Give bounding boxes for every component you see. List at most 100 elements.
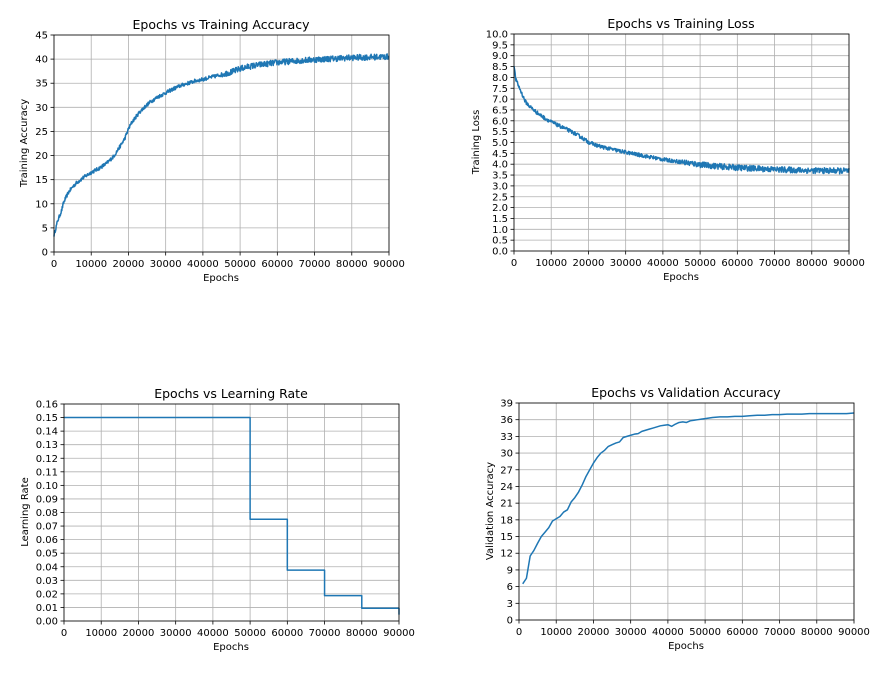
y-tick-label: 39: [500, 399, 513, 410]
y-tick-label: 5.5: [492, 127, 508, 138]
x-axis-label: Epochs: [213, 642, 249, 653]
y-tick-label: 0.10: [36, 481, 58, 492]
y-tick-label: 9: [507, 565, 513, 576]
y-axis-label: Validation Accuracy: [485, 462, 496, 560]
x-tick-label: 40000: [652, 627, 684, 638]
x-tick-label: 40000: [647, 258, 679, 269]
y-tick-label: 25: [35, 127, 48, 138]
y-tick-label: 3.0: [492, 181, 508, 192]
y-tick-label: 36: [500, 415, 513, 426]
x-tick-label: 40000: [187, 259, 219, 270]
x-tick-label: 20000: [123, 628, 155, 639]
x-tick-label: 60000: [261, 259, 293, 270]
x-tick-label: 0: [516, 627, 522, 638]
y-tick-label: 0.05: [36, 549, 58, 560]
x-tick-label: 50000: [224, 259, 256, 270]
chart-title: Epochs vs Training Loss: [607, 16, 754, 31]
y-tick-label: 0.02: [36, 589, 58, 600]
y-tick-label: 21: [500, 499, 513, 510]
x-tick-label: 90000: [833, 258, 865, 269]
y-tick-label: 24: [500, 482, 513, 493]
x-tick-label: 90000: [838, 627, 870, 638]
x-axis-label: Epochs: [668, 641, 704, 652]
axes-frame: [518, 402, 855, 621]
chart-training-accuracy: Epochs vs Training Accuracy Epochs Train…: [19, 17, 405, 284]
chart-title: Epochs vs Validation Accuracy: [591, 385, 781, 400]
x-tick-label: 70000: [764, 627, 796, 638]
y-tick-label: 40: [35, 55, 48, 66]
y-tick-label: 45: [35, 31, 48, 42]
x-tick-label: 0: [51, 259, 57, 270]
y-tick-label: 8.0: [492, 73, 508, 84]
x-axis-label: Epochs: [663, 272, 699, 283]
x-tick-label: 10000: [535, 258, 567, 269]
x-tick-label: 80000: [346, 628, 378, 639]
x-tick-label: 60000: [271, 628, 303, 639]
y-tick-label: 0.16: [36, 400, 58, 411]
y-tick-label: 2.0: [492, 203, 508, 214]
y-tick-label: 2.5: [492, 192, 508, 203]
y-tick-label: 18: [500, 515, 513, 526]
y-tick-label: 27: [500, 465, 513, 476]
y-tick-label: 0.13: [36, 440, 58, 451]
y-tick-label: 1.5: [492, 214, 508, 225]
y-axis-label: Training Loss: [471, 110, 482, 176]
chart-title: Epochs vs Learning Rate: [154, 386, 308, 401]
y-tick-label: 30: [35, 103, 48, 114]
y-tick-label: 15: [500, 532, 513, 543]
y-axis-label: Training Accuracy: [19, 99, 30, 188]
chart-training-loss: Epochs vs Training Loss Epochs Training …: [471, 16, 865, 283]
y-tick-label: 4.0: [492, 160, 508, 171]
x-tick-label: 10000: [540, 627, 572, 638]
y-tick-label: 10.0: [486, 30, 508, 41]
chart-validation-accuracy: Epochs vs Validation Accuracy Epochs Val…: [485, 385, 870, 652]
x-tick-label: 80000: [796, 258, 828, 269]
series-line: [522, 412, 855, 585]
y-tick-label: 0.11: [36, 467, 58, 478]
x-tick-label: 30000: [160, 628, 192, 639]
x-tick-label: 30000: [150, 259, 182, 270]
x-tick-label: 30000: [615, 627, 647, 638]
y-axis-label: Learning Rate: [20, 477, 31, 547]
series-line: [53, 53, 390, 237]
y-tick-label: 0.08: [36, 508, 58, 519]
x-tick-label: 50000: [689, 627, 721, 638]
y-tick-label: 6: [507, 582, 513, 593]
series-line: [513, 66, 850, 175]
x-tick-label: 20000: [573, 258, 605, 269]
series-line: [64, 416, 400, 615]
y-tick-label: 4.5: [492, 149, 508, 160]
y-tick-label: 5: [42, 223, 48, 234]
y-tick-label: 6.0: [492, 116, 508, 127]
y-tick-label: 0.15: [36, 413, 58, 424]
y-tick-label: 8.5: [492, 62, 508, 73]
y-tick-label: 0.00: [36, 617, 58, 628]
y-tick-label: 0.5: [492, 236, 508, 247]
x-tick-label: 80000: [801, 627, 833, 638]
y-tick-label: 35: [35, 79, 48, 90]
x-tick-label: 50000: [684, 258, 716, 269]
axes-frame: [53, 34, 390, 253]
x-tick-label: 10000: [85, 628, 117, 639]
x-axis-label: Epochs: [203, 273, 239, 284]
y-tick-label: 3: [507, 599, 513, 610]
x-tick-label: 70000: [759, 258, 791, 269]
y-tick-label: 7.5: [492, 84, 508, 95]
y-tick-label: 9.5: [492, 40, 508, 51]
y-tick-label: 20: [35, 151, 48, 162]
y-tick-label: 3.5: [492, 171, 508, 182]
y-tick-label: 5.0: [492, 138, 508, 149]
x-tick-label: 30000: [610, 258, 642, 269]
y-tick-label: 10: [35, 199, 48, 210]
y-tick-label: 0.03: [36, 576, 58, 587]
y-tick-label: 0: [42, 248, 48, 259]
axes-frame: [63, 403, 400, 622]
x-tick-label: 0: [61, 628, 67, 639]
y-tick-label: 7.0: [492, 95, 508, 106]
y-tick-label: 0.0: [492, 247, 508, 258]
y-tick-label: 6.5: [492, 105, 508, 116]
y-tick-label: 33: [500, 432, 513, 443]
y-tick-label: 0.14: [36, 427, 58, 438]
x-tick-label: 50000: [234, 628, 266, 639]
